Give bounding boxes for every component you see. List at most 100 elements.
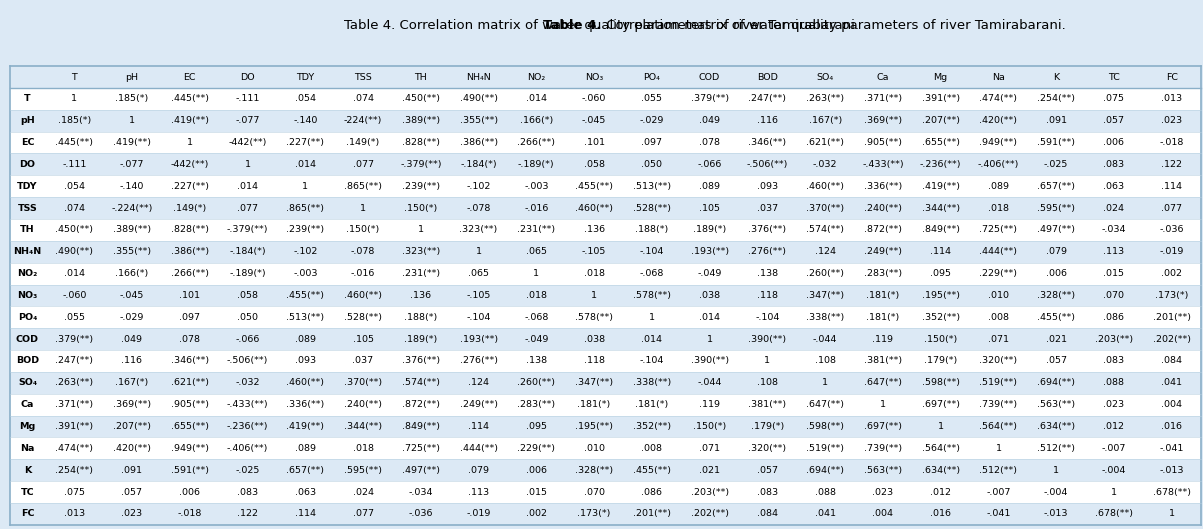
Text: COD: COD xyxy=(16,335,38,344)
Text: .647(**): .647(**) xyxy=(806,400,845,409)
Text: -.034: -.034 xyxy=(409,488,433,497)
Text: .391(**): .391(**) xyxy=(55,422,94,431)
Text: .828(**): .828(**) xyxy=(171,225,209,234)
Text: .088: .088 xyxy=(1103,378,1125,387)
Text: .460(**): .460(**) xyxy=(806,182,845,191)
Text: .079: .079 xyxy=(1045,247,1067,256)
Text: .369(**): .369(**) xyxy=(113,400,152,409)
Text: .320(**): .320(**) xyxy=(748,444,787,453)
Text: .445(**): .445(**) xyxy=(55,138,94,147)
Text: -.034: -.034 xyxy=(1102,225,1126,234)
Text: Table 4. Correlation matrix of water quality parameters of river Tamirabarani.: Table 4. Correlation matrix of water qua… xyxy=(344,19,859,32)
Text: .181(*): .181(*) xyxy=(577,400,611,409)
Text: .634(**): .634(**) xyxy=(1037,422,1075,431)
Text: NO₂: NO₂ xyxy=(527,72,545,81)
Text: .450(**): .450(**) xyxy=(402,94,440,103)
Text: .905(**): .905(**) xyxy=(171,400,209,409)
Text: .595(**): .595(**) xyxy=(344,466,383,475)
Text: .119: .119 xyxy=(699,400,721,409)
Text: -.068: -.068 xyxy=(525,313,549,322)
Text: .328(**): .328(**) xyxy=(1037,291,1075,300)
Text: .655(**): .655(**) xyxy=(171,422,209,431)
Text: EC: EC xyxy=(184,72,196,81)
Text: .006: .006 xyxy=(179,488,200,497)
Text: -.041: -.041 xyxy=(1160,444,1184,453)
Text: .657(**): .657(**) xyxy=(1037,182,1075,191)
Bar xyxy=(10,416,1201,437)
Text: .519(**): .519(**) xyxy=(979,378,1018,387)
Text: -224(**): -224(**) xyxy=(344,116,383,125)
Text: .657(**): .657(**) xyxy=(286,466,325,475)
Text: .591(**): .591(**) xyxy=(171,466,209,475)
Text: .455(**): .455(**) xyxy=(1037,313,1075,322)
Text: 1: 1 xyxy=(475,247,481,256)
Text: Na: Na xyxy=(992,72,1005,81)
Text: .138: .138 xyxy=(757,269,778,278)
Text: pH: pH xyxy=(20,116,35,125)
Text: .564(**): .564(**) xyxy=(921,444,960,453)
Text: .474(**): .474(**) xyxy=(979,94,1018,103)
Text: .101: .101 xyxy=(179,291,200,300)
Text: .201(**): .201(**) xyxy=(1152,313,1191,322)
Text: .150(*): .150(*) xyxy=(924,335,958,344)
Text: .014: .014 xyxy=(295,160,315,169)
Text: .105: .105 xyxy=(352,335,374,344)
Text: .057: .057 xyxy=(122,488,142,497)
Text: TSS: TSS xyxy=(354,72,372,81)
Text: .008: .008 xyxy=(988,313,1009,322)
Text: -.077: -.077 xyxy=(236,116,260,125)
Text: .179(*): .179(*) xyxy=(924,357,958,366)
Text: .227(**): .227(**) xyxy=(286,138,325,147)
Text: .118: .118 xyxy=(757,291,778,300)
Text: -.045: -.045 xyxy=(582,116,606,125)
Text: .012: .012 xyxy=(1103,422,1125,431)
Text: -.007: -.007 xyxy=(1102,444,1126,453)
Text: .089: .089 xyxy=(295,335,315,344)
Text: Mg: Mg xyxy=(19,422,36,431)
Text: -.019: -.019 xyxy=(1160,247,1184,256)
Text: .181(*): .181(*) xyxy=(866,313,900,322)
Text: .381(**): .381(**) xyxy=(748,400,787,409)
Text: .420(**): .420(**) xyxy=(979,116,1018,125)
Bar xyxy=(10,219,1201,241)
Text: .185(*): .185(*) xyxy=(115,94,149,103)
Text: .595(**): .595(**) xyxy=(1037,204,1075,213)
Text: .089: .089 xyxy=(699,182,721,191)
Bar xyxy=(10,437,1201,459)
Text: -.003: -.003 xyxy=(525,182,549,191)
Text: Mg: Mg xyxy=(934,72,948,81)
Bar xyxy=(10,241,1201,263)
Text: Ca: Ca xyxy=(877,72,889,81)
Text: .116: .116 xyxy=(122,357,142,366)
Text: -.078: -.078 xyxy=(467,204,491,213)
Text: .049: .049 xyxy=(699,116,721,125)
Text: -.049: -.049 xyxy=(525,335,549,344)
Text: .598(**): .598(**) xyxy=(921,378,960,387)
Text: .490(**): .490(**) xyxy=(460,94,498,103)
Text: -.025: -.025 xyxy=(236,466,260,475)
Text: .014: .014 xyxy=(699,313,721,322)
Text: -.104: -.104 xyxy=(640,357,664,366)
Text: .016: .016 xyxy=(1161,422,1183,431)
Text: -.379(**): -.379(**) xyxy=(227,225,268,234)
Text: .037: .037 xyxy=(757,204,778,213)
Text: -.018: -.018 xyxy=(1160,138,1184,147)
Text: NH₄N: NH₄N xyxy=(13,247,42,256)
Text: BOD: BOD xyxy=(16,357,38,366)
Text: .634(**): .634(**) xyxy=(921,466,960,475)
Text: .678(**): .678(**) xyxy=(1095,509,1133,518)
Text: .254(**): .254(**) xyxy=(55,466,94,475)
Text: .012: .012 xyxy=(930,488,952,497)
Text: 1: 1 xyxy=(186,138,192,147)
Text: -.189(*): -.189(*) xyxy=(518,160,555,169)
Text: -.111: -.111 xyxy=(236,94,260,103)
Text: -.140: -.140 xyxy=(120,182,144,191)
Text: -.036: -.036 xyxy=(409,509,433,518)
Text: .193(**): .193(**) xyxy=(460,335,498,344)
Bar xyxy=(10,132,1201,153)
Text: 1: 1 xyxy=(1053,466,1059,475)
Text: -.104: -.104 xyxy=(467,313,491,322)
Text: .725(**): .725(**) xyxy=(979,225,1018,234)
Text: .460(**): .460(**) xyxy=(575,204,614,213)
Text: .390(**): .390(**) xyxy=(748,335,787,344)
